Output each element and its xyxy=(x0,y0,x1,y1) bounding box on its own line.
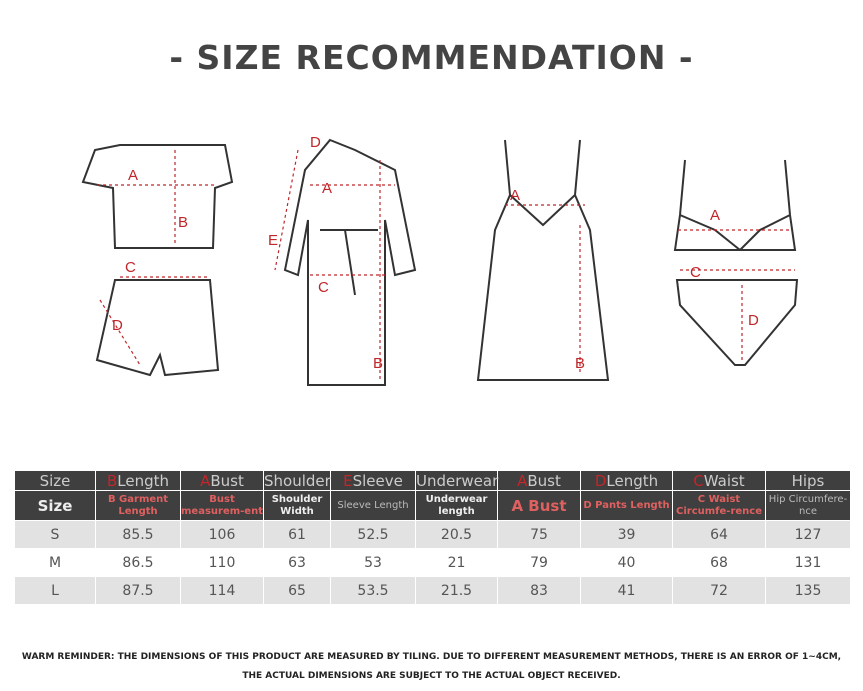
label-a: A xyxy=(322,180,332,197)
table-cell: 20.5 xyxy=(415,520,498,549)
measure-letter: E xyxy=(343,471,353,490)
crop-top-diagram xyxy=(81,144,234,249)
label-d: D xyxy=(112,317,123,334)
table-cell: M xyxy=(14,548,96,577)
column-header: CWaist xyxy=(672,470,766,491)
panty-diagram xyxy=(675,279,799,366)
table-cell: 79 xyxy=(497,548,581,577)
header-label: Waist xyxy=(703,471,745,490)
label-e: E xyxy=(268,232,278,249)
label-c: C xyxy=(690,264,701,281)
table-cell: 106 xyxy=(180,520,264,549)
table-row: S 85.5 106 61 52.5 20.5 75 39 64 127 xyxy=(14,520,851,549)
table-cell: 87.5 xyxy=(95,576,181,605)
header-label: Sleeve xyxy=(352,471,403,490)
header-label: Bust xyxy=(210,471,244,490)
column-header: DLength xyxy=(580,470,673,491)
table-cell: 64 xyxy=(672,520,766,549)
warm-reminder: WARM REMINDER: THE DIMENSIONS OF THIS PR… xyxy=(21,652,842,662)
size-table: Size BLength ABust Shoulder ESleeve Underwear… xyxy=(14,470,851,605)
table-cell: L xyxy=(14,576,96,605)
column-subheader: Underwear length xyxy=(415,490,498,521)
page-title: - SIZE RECOMMENDATION - xyxy=(169,38,694,77)
header-label: Size xyxy=(39,471,71,490)
table-cell: 53 xyxy=(330,548,416,577)
column-header: ESleeve xyxy=(330,470,416,491)
table-cell: 39 xyxy=(580,520,673,549)
header-label: Length xyxy=(117,471,170,490)
column-subheader: Sleeve Length xyxy=(330,490,416,521)
garment-diagrams: A B C D D A E C B A B A C D xyxy=(81,134,799,386)
table-cell: 75 xyxy=(497,520,581,549)
header-label: Length xyxy=(606,471,659,490)
reminder-line-2: THE ACTUAL DIMENSIONS ARE SUBJECT TO THE… xyxy=(242,671,621,681)
table-cell: 21.5 xyxy=(415,576,498,605)
measure-letter: A xyxy=(200,471,211,490)
table-cell: 110 xyxy=(180,548,264,577)
measure-letter: A xyxy=(517,471,528,490)
header-label: Bust xyxy=(527,471,561,490)
table-cell: 61 xyxy=(263,520,331,549)
table-cell: 52.5 xyxy=(330,520,416,549)
table-cell: 72 xyxy=(672,576,766,605)
column-subheader: Shoulder Width xyxy=(263,490,331,521)
table-cell: 83 xyxy=(497,576,581,605)
label-b: B xyxy=(575,355,585,372)
robe-diagram xyxy=(283,138,417,386)
table-cell: 114 xyxy=(180,576,264,605)
column-header: ABust xyxy=(180,470,264,491)
label-c: C xyxy=(318,279,329,296)
column-subheader: C Waist Circumfe-rence xyxy=(672,490,766,521)
label-a: A xyxy=(510,187,520,204)
column-subheader: D Pants Length xyxy=(580,490,673,521)
table-cell: 127 xyxy=(765,520,851,549)
label-c: C xyxy=(125,259,136,276)
table-cell: 68 xyxy=(672,548,766,577)
measure-letter: C xyxy=(693,471,704,490)
column-subheader: B Garment Length xyxy=(95,490,181,521)
label-b: B xyxy=(373,355,383,372)
measure-letter: D xyxy=(594,471,607,490)
column-subheader: A Bust xyxy=(497,490,581,521)
table-cell: 86.5 xyxy=(95,548,181,577)
bra-diagram xyxy=(673,159,797,251)
column-header: Size xyxy=(14,470,96,491)
column-subheader: Hip Circumfere-nce xyxy=(765,490,851,521)
label-a: A xyxy=(128,167,138,184)
table-row: M 86.5 110 63 53 21 79 40 68 131 xyxy=(14,548,851,577)
shorts-diagram xyxy=(95,279,220,377)
table-cell: 21 xyxy=(415,548,498,577)
header-label: Shoulder xyxy=(264,471,331,490)
column-header: Hips xyxy=(765,470,851,491)
column-subheader: Size xyxy=(14,490,96,521)
column-header: Underwear xyxy=(415,470,499,491)
table-cell: 131 xyxy=(765,548,851,577)
table-cell: 65 xyxy=(263,576,331,605)
header-label: Hips xyxy=(791,471,825,490)
column-header: Shoulder xyxy=(263,470,331,491)
table-cell: 41 xyxy=(580,576,673,605)
table-cell: 53.5 xyxy=(330,576,416,605)
table-cell: 85.5 xyxy=(95,520,181,549)
measure-letter: B xyxy=(106,471,118,490)
label-d: D xyxy=(310,134,321,151)
table-cell: 135 xyxy=(765,576,851,605)
header-label: Underwear xyxy=(416,471,499,490)
table-cell: 40 xyxy=(580,548,673,577)
table-row: L 87.5 114 65 53.5 21.5 83 41 72 135 xyxy=(14,576,851,605)
table-cell: S xyxy=(14,520,96,549)
column-header: ABust xyxy=(497,470,581,491)
label-d: D xyxy=(748,312,759,329)
label-a: A xyxy=(710,207,720,224)
table-cell: 63 xyxy=(263,548,331,577)
column-header: BLength xyxy=(95,470,181,491)
header-row: Size BLength ABust Shoulder ESleeve Underwear… xyxy=(14,470,851,491)
subheader-row: Size B Garment Length Bust measurem-ent Sho… xyxy=(14,490,851,521)
column-subheader: Bust measurem-ent xyxy=(180,490,264,521)
label-b: B xyxy=(178,214,188,231)
slip-dress-diagram xyxy=(476,139,610,381)
